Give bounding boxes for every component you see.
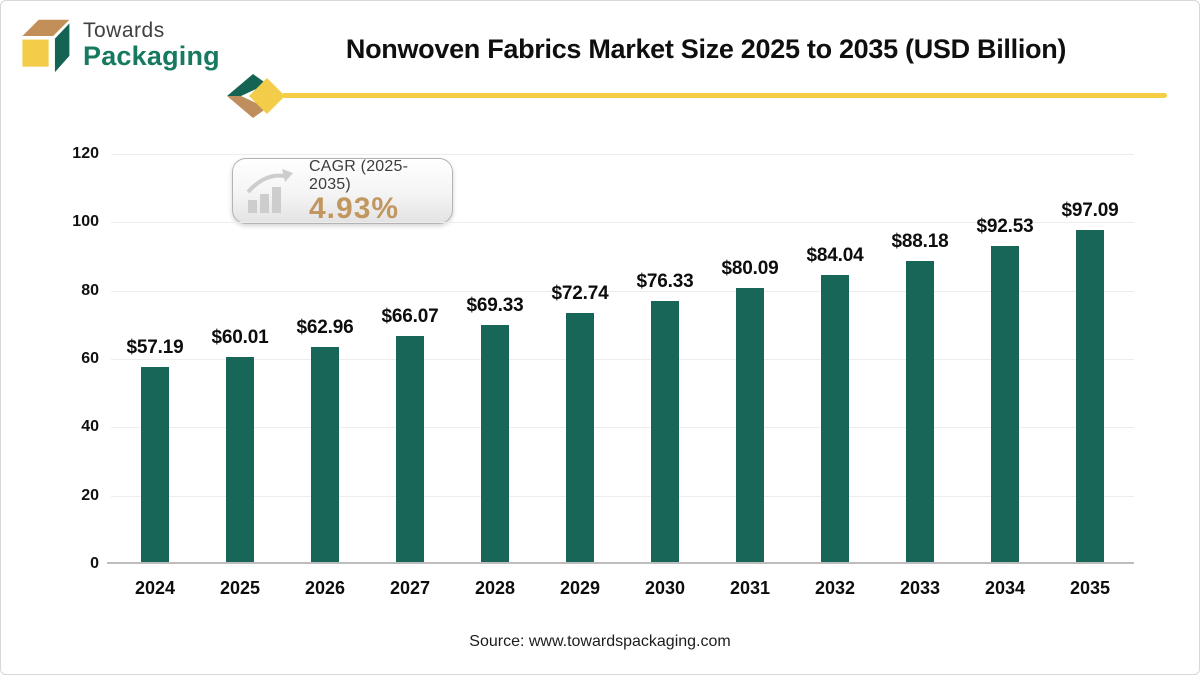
title-underline [282, 93, 1167, 98]
x-tick-2025: 2025 [219, 578, 261, 598]
value-label-2030: $76.33 [636, 271, 694, 293]
gridline-40 [111, 427, 1134, 429]
y-tick-20: 20 [81, 486, 99, 504]
gridline-20 [111, 495, 1134, 497]
bar-2034 [991, 245, 1019, 562]
bar-2026 [311, 346, 339, 562]
gridline-80 [111, 290, 1134, 292]
bar-2029 [566, 313, 594, 562]
bar-chart: 0 20 40 60 80 100 120 $57.19 2024 $60.01 2025 $62.9… [72, 145, 1134, 598]
bar-2032 [821, 274, 849, 562]
y-tick-100: 100 [72, 213, 99, 231]
cagr-texts: CAGR (2025-2035) 4.93% [309, 158, 442, 224]
x-tick-2035: 2035 [1069, 578, 1111, 598]
arrow-decoration-icon [227, 74, 285, 118]
value-label-2026: $62.96 [296, 316, 354, 338]
bar-2033 [906, 260, 934, 562]
y-tick-0: 0 [90, 555, 99, 572]
bar-2025 [226, 356, 254, 562]
bar-2028 [481, 325, 509, 562]
gridline-120 [111, 154, 1134, 155]
y-tick-60: 60 [81, 350, 99, 367]
y-tick-120: 120 [72, 145, 99, 162]
x-tick-2033: 2033 [899, 578, 941, 598]
bar-2031 [736, 288, 764, 562]
value-label-2033: $88.18 [891, 230, 949, 252]
source-text: Source: www.towardspackaging.com [469, 633, 731, 650]
y-tick-40: 40 [81, 418, 99, 436]
value-label-2035: $97.09 [1061, 200, 1119, 222]
brand-logo-text: Towards Packaging [83, 18, 220, 71]
value-label-2027: $66.07 [381, 306, 439, 328]
bar-2024 [141, 366, 169, 562]
value-label-2029: $72.74 [551, 283, 609, 305]
brand-name-top: Towards [83, 18, 165, 42]
y-tick-80: 80 [81, 281, 99, 299]
x-tick-2030: 2030 [644, 578, 686, 598]
x-tick-2024: 2024 [134, 578, 176, 598]
value-label-2028: $69.33 [466, 295, 524, 317]
x-tick-2031: 2031 [729, 578, 771, 598]
brand-logo: Towards Packaging [17, 15, 220, 75]
cagr-label: CAGR (2025-2035) [309, 158, 409, 193]
gridline-100 [111, 222, 1134, 224]
brand-name-bottom: Packaging [83, 40, 220, 71]
value-label-2032: $84.04 [806, 244, 864, 266]
value-label-2034: $92.53 [976, 215, 1034, 237]
cagr-badge: CAGR (2025-2035) 4.93% [232, 158, 453, 224]
value-label-2031: $80.09 [721, 258, 779, 280]
x-tick-2028: 2028 [474, 578, 516, 598]
x-tick-2026: 2026 [304, 578, 346, 598]
logo-cube-icon [22, 19, 70, 73]
x-tick-2029: 2029 [559, 578, 601, 598]
x-axis-line [107, 562, 1134, 564]
growth-chart-icon [246, 169, 293, 213]
page-title: Nonwoven Fabrics Market Size 2025 to 203… [345, 34, 1067, 64]
value-label-2025: $60.01 [211, 326, 269, 348]
x-tick-2034: 2034 [984, 578, 1026, 598]
x-tick-2027: 2027 [389, 578, 431, 598]
bar-2030 [651, 301, 679, 562]
value-label-2024: $57.19 [126, 336, 184, 358]
bar-2035 [1076, 230, 1104, 562]
gridline-60 [111, 359, 1134, 360]
x-tick-2032: 2032 [814, 578, 856, 598]
cagr-value: 4.93% [309, 192, 400, 225]
bar-2027 [396, 336, 424, 562]
